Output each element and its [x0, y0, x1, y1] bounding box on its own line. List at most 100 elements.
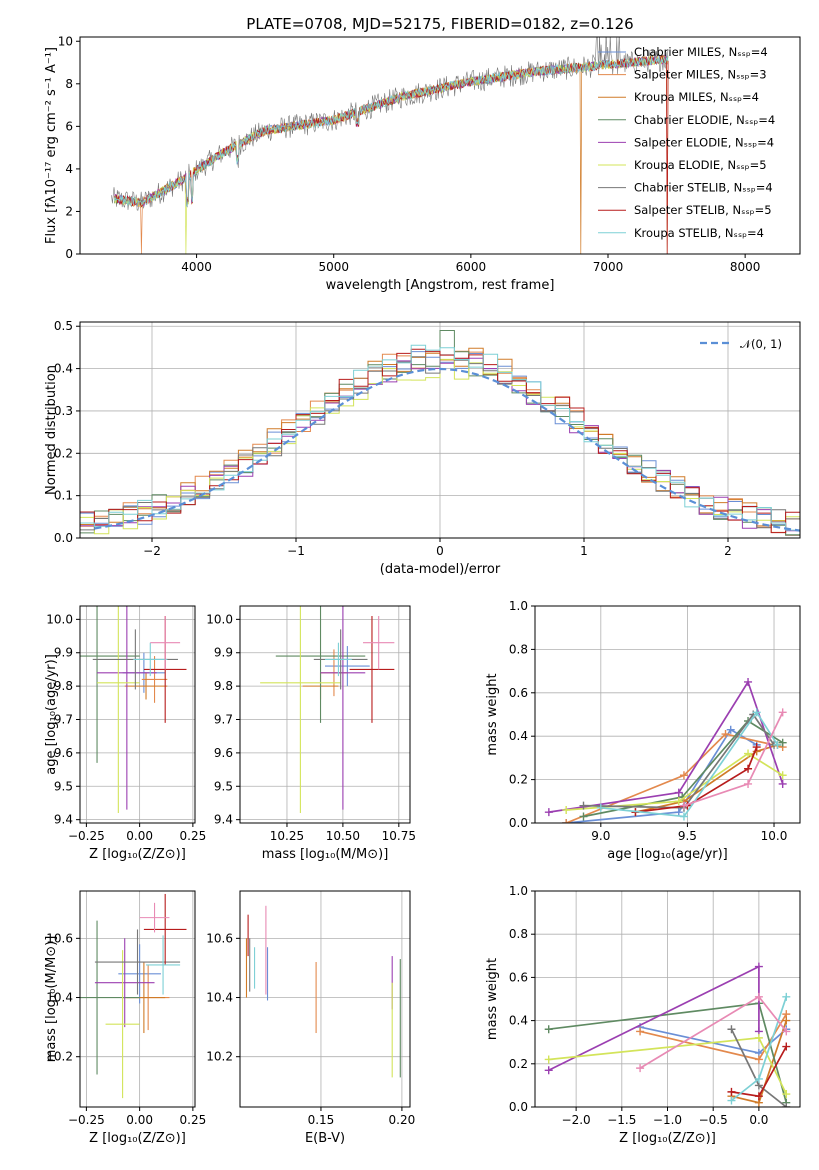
legend-label: Chabrier STELIB, Nₛₛₚ=4	[634, 181, 773, 195]
y-tick-label: 10.6	[206, 931, 233, 945]
data-point-marker	[679, 812, 688, 821]
y-tick-label: 1.0	[509, 599, 528, 613]
histogram-series	[80, 344, 800, 531]
data-point-marker	[754, 1055, 763, 1064]
data-point-marker	[778, 708, 787, 717]
x-tick-label: 0.0	[749, 1113, 768, 1127]
x-tick-label: 9.0	[591, 829, 610, 843]
plot-area	[111, 37, 669, 254]
x-tick-label: 4000	[181, 260, 212, 274]
y-tick-label: 1.0	[509, 884, 528, 898]
data-point-marker	[744, 764, 753, 773]
y-tick-label: 10.2	[206, 1050, 233, 1064]
x-axis-label: E(B-V)	[305, 1131, 345, 1146]
x-tick-label: 1	[580, 544, 588, 558]
y-tick-label: 9.9	[54, 646, 73, 660]
spectrum-series-line	[113, 55, 669, 206]
plot-area	[80, 330, 800, 536]
x-axis-label: wavelength [Angstrom, rest frame]	[326, 278, 555, 293]
spectrum-series-line	[113, 55, 669, 209]
data-point-marker	[727, 1025, 736, 1034]
histogram-series	[80, 354, 800, 531]
data-point-marker	[679, 801, 688, 810]
axes-frame	[534, 605, 801, 824]
data-point-marker	[754, 962, 763, 971]
y-tick-label: 0.5	[54, 319, 73, 333]
data-point-marker	[726, 725, 735, 734]
y-tick-label: 0.2	[54, 446, 73, 460]
legend-label: Chabrier ELODIE, Nₛₛₚ=4	[634, 113, 775, 127]
y-axis-label: mass [log₁₀(M/M⊙)]	[44, 936, 59, 1063]
x-tick-label: 0	[436, 544, 444, 558]
y-tick-label: 10	[58, 34, 73, 48]
legend-label: Kroupa STELIB, Nₛₛₚ=4	[634, 226, 764, 240]
y-tick-label: 9.8	[214, 679, 233, 693]
mass-weight-series-line	[600, 710, 779, 818]
y-tick-label: 9.4	[214, 813, 233, 827]
data-point-marker	[782, 1027, 791, 1036]
x-tick-label: 7000	[593, 260, 624, 274]
data-point-marker	[754, 1074, 763, 1083]
y-tick-label: 0.1	[54, 489, 73, 503]
data-point-marker	[773, 740, 782, 749]
data-point-marker	[544, 1066, 553, 1075]
x-tick-label: −0.25	[68, 829, 105, 843]
y-axis-label: Normed distribution	[44, 365, 59, 495]
data-point-marker	[754, 992, 763, 1001]
data-point-marker	[544, 1055, 553, 1064]
x-tick-label: −2	[143, 544, 161, 558]
x-tick-label: 0.25	[180, 829, 207, 843]
x-tick-label: 6000	[456, 260, 487, 274]
x-axis-label: age [log₁₀(age/yr)]	[607, 847, 728, 862]
legend-label: Kroupa MILES, Nₛₛₚ=4	[634, 90, 759, 104]
plot-area	[80, 893, 187, 1099]
data-point-marker	[596, 803, 605, 812]
data-point-marker	[562, 805, 571, 814]
axes-frame	[239, 605, 411, 824]
x-tick-label: 5000	[318, 260, 349, 274]
y-tick-label: 9.8	[54, 679, 73, 693]
spectrum-series-line	[113, 55, 669, 254]
mass-weight-vs-age-panel: 9.0 9.5 10.0 0.0 0.2 0.4 0.6 0.8 1.0 age [log₁₀(a…	[485, 599, 801, 862]
data-point-marker	[744, 749, 753, 758]
data-point-marker	[754, 1033, 763, 1042]
data-point-marker	[679, 771, 688, 780]
y-tick-label: 10.0	[46, 612, 73, 626]
mass-vs-metallicity-panel: −0.25 0.00 0.25 10.2 10.4 10.6 Z [log₁₀(Z/Z⊙)]…	[44, 890, 206, 1146]
x-axis-label: mass [log₁₀(M/M⊙)]	[262, 847, 389, 862]
axes-frame	[79, 890, 196, 1108]
mass-weight-series-line	[583, 713, 775, 809]
legend-label: 𝒩(0, 1)	[740, 337, 782, 351]
data-point-marker	[744, 677, 753, 686]
plot-area	[260, 606, 395, 813]
data-point-marker	[562, 819, 571, 823]
x-axis-label: Z [log₁₀(Z/Z⊙)]	[89, 1131, 186, 1146]
y-tick-label: 0.4	[54, 362, 73, 376]
data-point-marker	[727, 1096, 736, 1105]
x-tick-label: 0.00	[126, 829, 153, 843]
axes-frame	[239, 890, 411, 1108]
legend-label: Salpeter STELIB, Nₛₛₚ=5	[634, 203, 772, 217]
spectrum-series-line	[113, 55, 669, 207]
y-tick-label: 0.4	[509, 1014, 528, 1028]
y-tick-label: 0.8	[509, 927, 528, 941]
y-tick-label: 9.5	[54, 779, 73, 793]
data-point-marker	[544, 808, 553, 817]
data-point-marker	[721, 730, 730, 739]
y-tick-label: 10.4	[46, 991, 73, 1005]
data-point-marker	[752, 743, 761, 752]
plot-area	[544, 962, 791, 1107]
data-point-marker	[778, 771, 787, 780]
y-tick-label: 0	[65, 247, 73, 261]
y-tick-label: 4	[65, 162, 73, 176]
spectrum-series-line	[111, 37, 669, 211]
x-tick-label: 10.75	[382, 829, 416, 843]
x-axis-label: (data-model)/error	[380, 562, 501, 577]
data-point-marker	[636, 1027, 645, 1036]
y-tick-label: 10.0	[206, 612, 233, 626]
data-point-marker	[579, 812, 588, 821]
spectrum-series-line	[113, 54, 669, 254]
y-tick-label: 0.0	[509, 816, 528, 830]
x-tick-label: −0.5	[699, 1113, 728, 1127]
